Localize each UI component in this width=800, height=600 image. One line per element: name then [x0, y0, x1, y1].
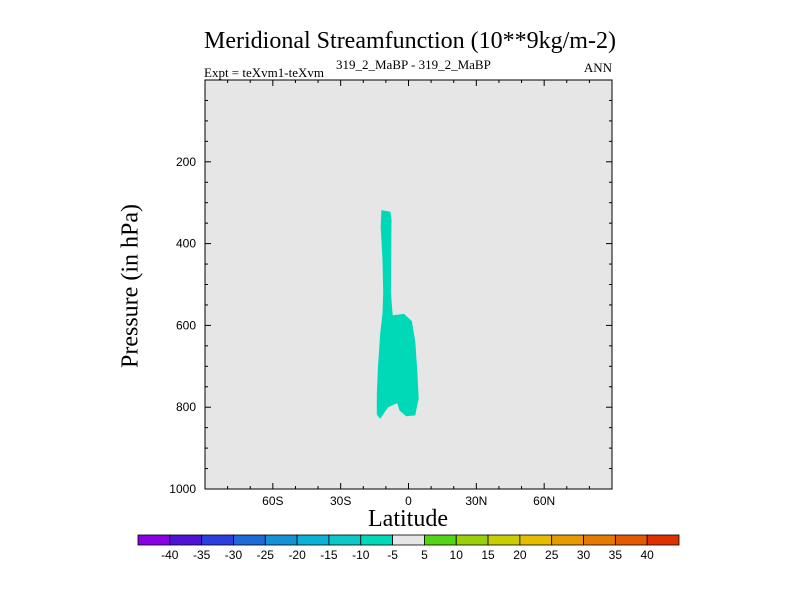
colorbar-label: 25: [545, 548, 559, 562]
colorbar-label: -5: [387, 548, 398, 562]
colorbar-box: [646, 534, 680, 546]
colorbar-label: -40: [161, 548, 179, 562]
colorbar-label: 40: [640, 548, 654, 562]
colorbar-box: [455, 534, 489, 546]
colorbar-box: [424, 534, 457, 546]
colorbar-box: [487, 534, 521, 546]
x-tick-label: 30S: [330, 494, 351, 508]
y-tick-label: 200: [176, 155, 196, 169]
colorbar-box: [614, 534, 648, 546]
colorbar-box: [296, 534, 330, 546]
colorbar-label: 30: [577, 548, 591, 562]
colorbar-box: [328, 534, 362, 546]
colorbar-box: [551, 534, 584, 546]
colorbar-label: 35: [609, 548, 623, 562]
colorbar-label: 5: [421, 548, 428, 562]
colorbar-box: [264, 534, 298, 546]
colorbar-label: 20: [513, 548, 527, 562]
x-tick-label: 60S: [262, 494, 283, 508]
difference-label: 319_2_MaBP - 319_2_MaBP: [336, 57, 491, 72]
colorbar-label: -25: [257, 548, 275, 562]
colorbar-label: -10: [352, 548, 370, 562]
colorbar-box: [137, 534, 171, 546]
contour-regions: [376, 210, 419, 419]
colorbar: -40 -35 -30 -25 -20 -15 -10 -5 5 10 15 20 25 30 35 40: [137, 534, 680, 562]
x-tick-label: 60N: [533, 494, 555, 508]
contour-region: [376, 210, 419, 419]
plot-area: [205, 80, 612, 489]
colorbar-label: -30: [225, 548, 243, 562]
colorbar-box: [360, 534, 393, 546]
chart-title: Meridional Streamfunction (10**9kg/m-2): [204, 28, 616, 54]
x-tick-label: 30N: [465, 494, 487, 508]
colorbar-box: [392, 534, 425, 546]
colorbar-label: -15: [320, 548, 338, 562]
experiment-label: Expt = teXvm1-teXvm: [204, 65, 324, 80]
colorbar-box: [201, 534, 234, 546]
season-label: ANN: [583, 60, 612, 75]
x-tick-label: 0: [405, 494, 412, 508]
colorbar-label: -20: [288, 548, 306, 562]
y-tick-label: 600: [176, 318, 196, 332]
colorbar-box: [519, 534, 553, 546]
colorbar-box: [233, 534, 266, 546]
y-tick-label: 400: [176, 237, 196, 251]
colorbar-box: [583, 534, 616, 546]
y-tick-label: 1000: [169, 482, 196, 496]
x-axis-label: Latitude: [368, 506, 448, 532]
colorbar-label: -35: [193, 548, 211, 562]
colorbar-box: [169, 534, 203, 546]
y-tick-label: 800: [176, 400, 196, 414]
colorbar-label: 15: [481, 548, 495, 562]
axis-ticks: 60S 30S 0 30N 60N 200 400 600 800 1000: [169, 79, 613, 508]
colorbar-label: 10: [450, 548, 464, 562]
